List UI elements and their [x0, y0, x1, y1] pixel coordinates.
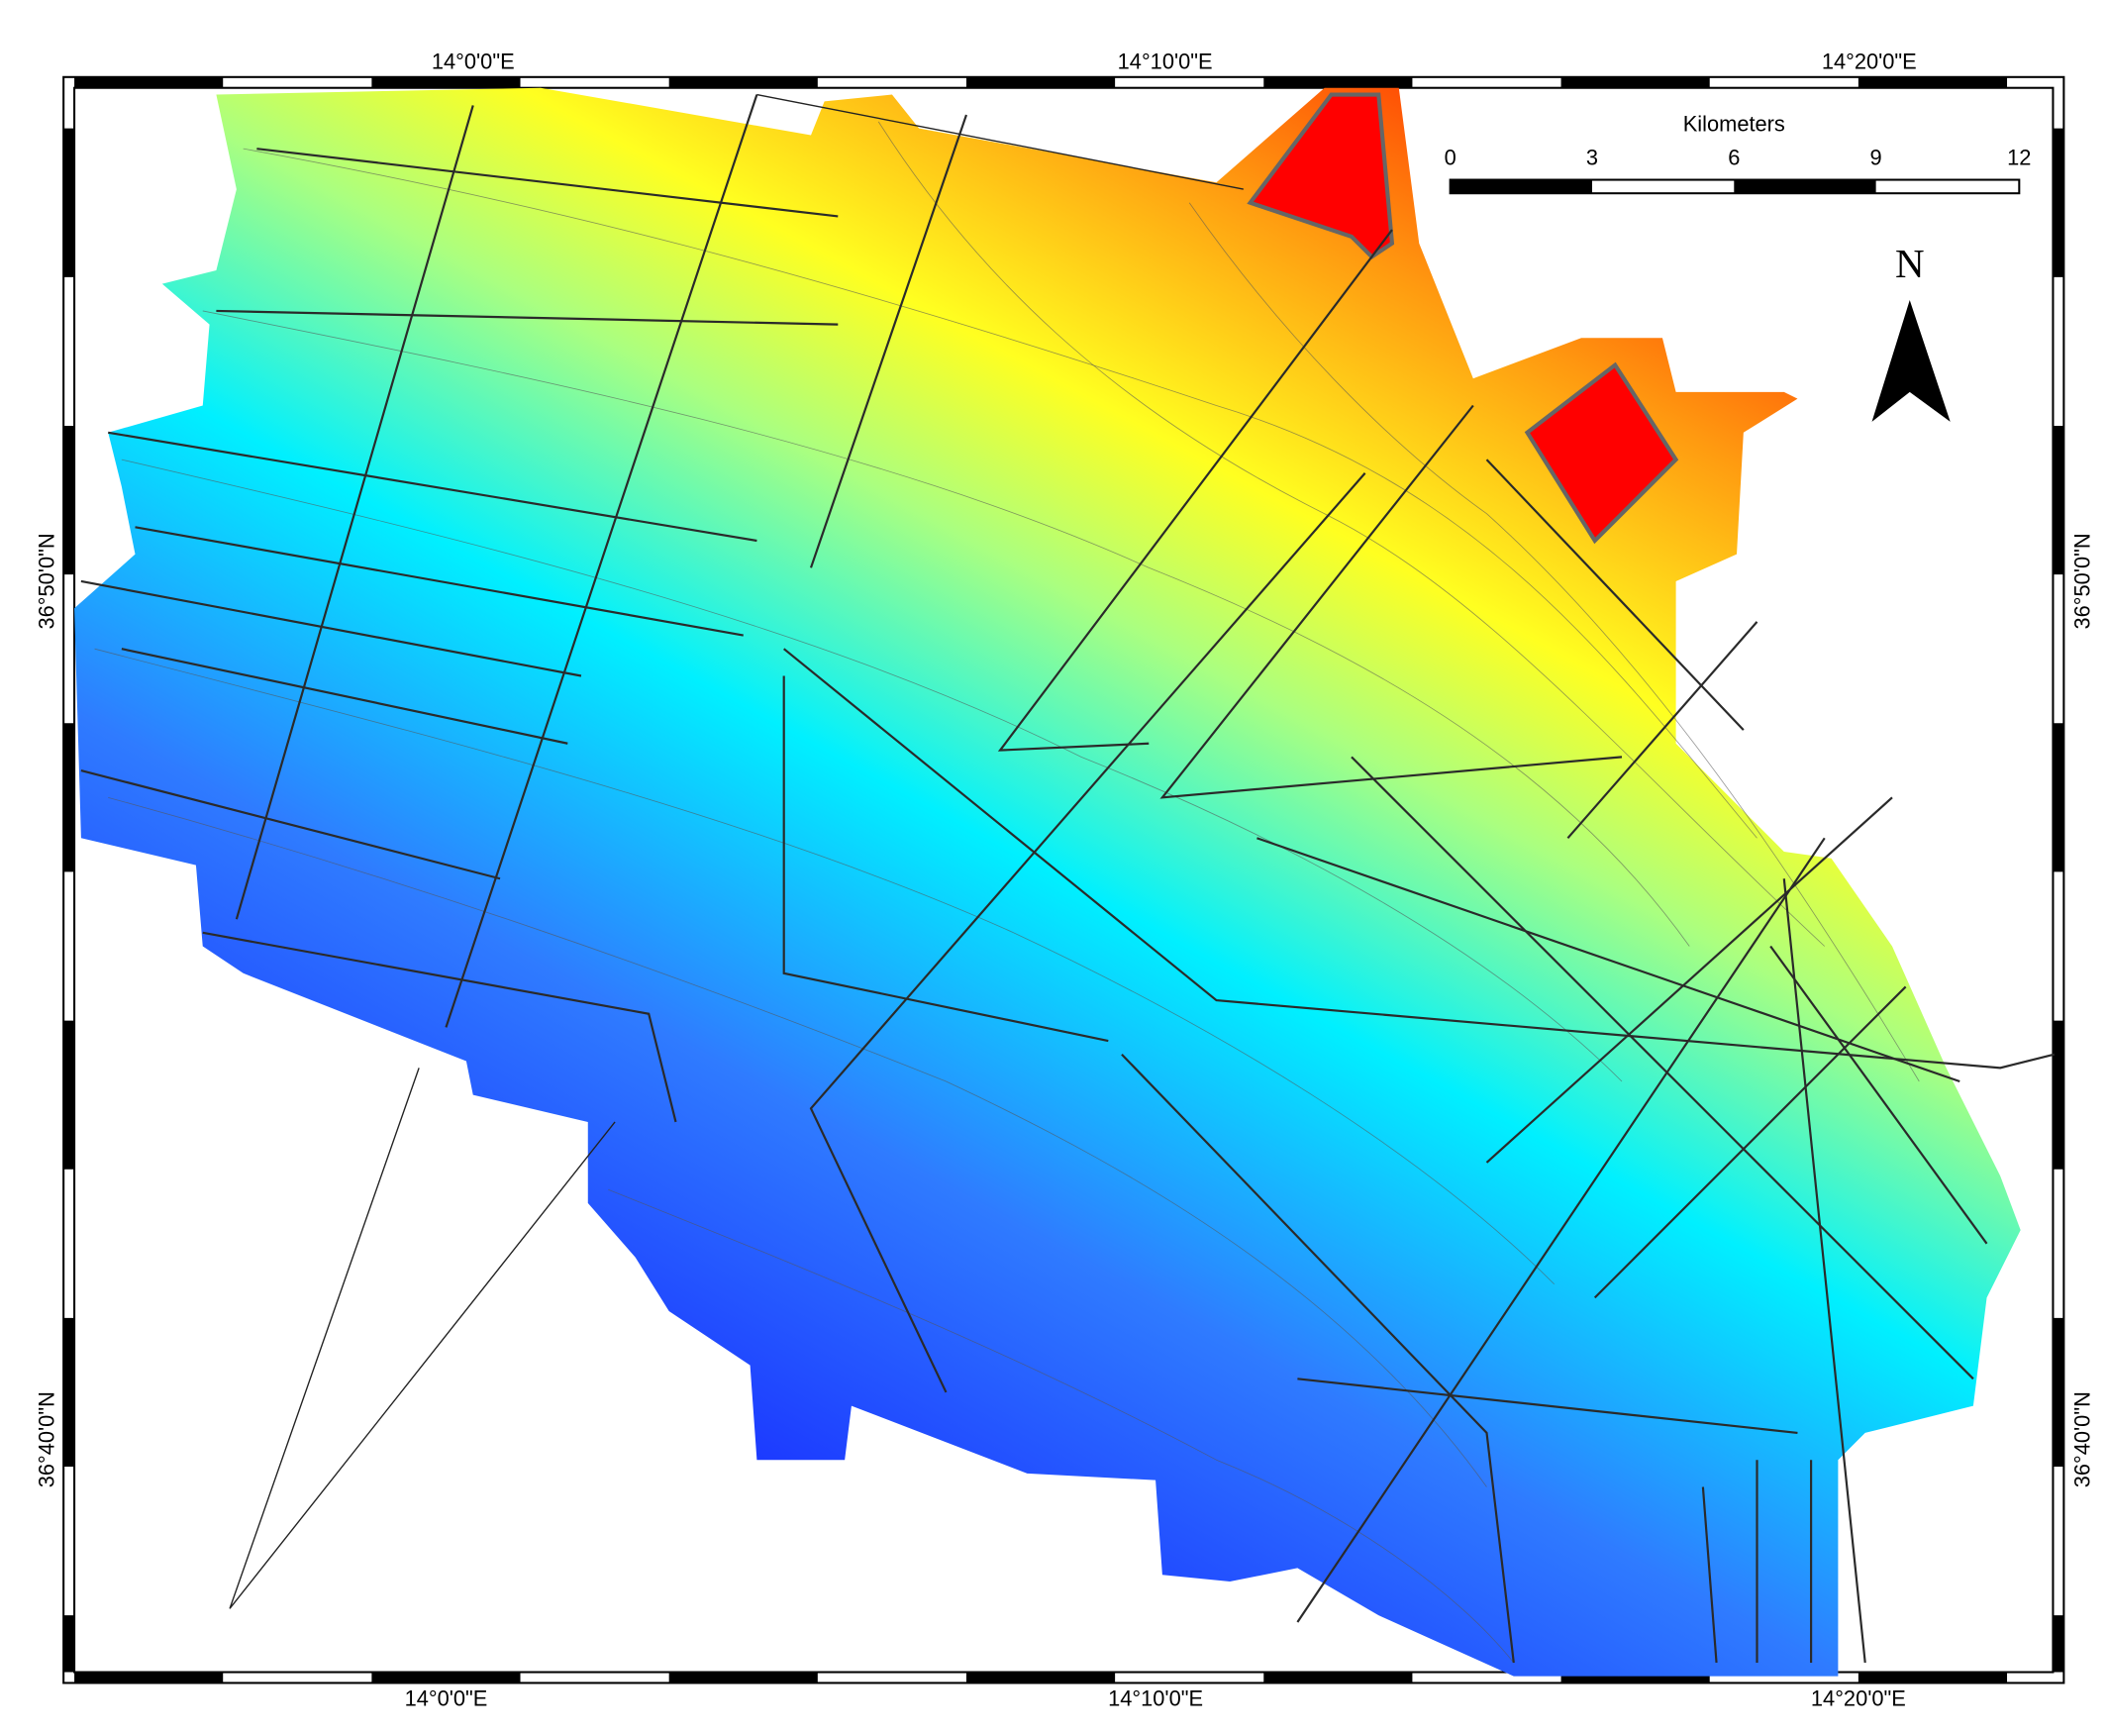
survey-tracks	[80, 93, 2056, 1664]
latitude-label: 36°50'0"N	[2069, 533, 2094, 629]
latitude-label: 36°40'0"N	[35, 1391, 59, 1487]
contours	[94, 121, 1920, 1664]
latitude-label: 36°40'0"N	[2069, 1391, 2094, 1487]
scale-tick-label: 3	[1586, 146, 1598, 170]
scale-bar	[1449, 178, 2021, 195]
longitude-label: 14°0'0"E	[405, 1686, 488, 1711]
longitude-label: 14°0'0"E	[432, 50, 515, 74]
scale-tick-label: 12	[2007, 146, 2031, 170]
scale-tick-label: 6	[1728, 146, 1740, 170]
scale-ticks: 0 3 6 9 12	[1445, 146, 2032, 170]
scale-tick-label: 9	[1870, 146, 1882, 170]
longitude-label: 14°20'0"E	[1822, 50, 1917, 74]
scale-tick-label: 0	[1445, 146, 1456, 170]
outer-frame	[62, 75, 2065, 1685]
north-label: N	[1895, 242, 1925, 286]
map-frame: N Kilometers 0 3 6 9 12 14°0'0"E 14°10'0"E 14°…	[35, 50, 2095, 1711]
inner-frame	[73, 86, 2055, 1674]
longitude-label: 14°20'0"E	[1811, 1686, 1906, 1711]
frame-checkers	[63, 77, 2063, 1683]
graticule-labels: 14°0'0"E 14°10'0"E 14°20'0"E 14°0'0"E 14°10'…	[35, 50, 2095, 1711]
latitude-label: 36°50'0"N	[35, 533, 59, 629]
land	[1247, 92, 1395, 259]
bathymetry	[74, 87, 2021, 1677]
scale-title: Kilometers	[1683, 111, 1785, 136]
land	[1524, 361, 1679, 545]
north-arrow	[1871, 300, 1951, 422]
longitude-label: 14°10'0"E	[1118, 50, 1213, 74]
longitude-label: 14°10'0"E	[1108, 1686, 1203, 1711]
